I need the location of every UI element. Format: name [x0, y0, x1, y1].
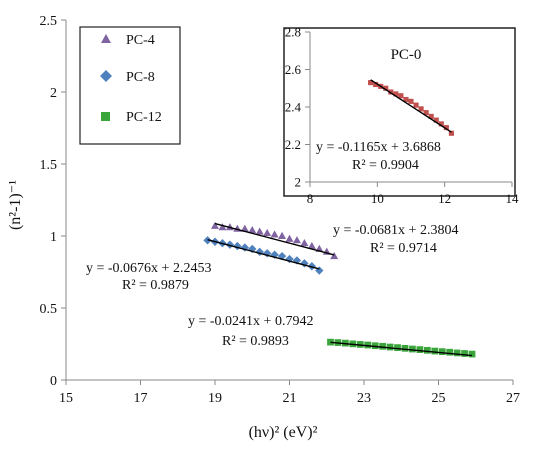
data-point-pc-0 — [368, 80, 374, 86]
data-point-pc-12 — [446, 348, 454, 356]
main-series — [203, 221, 476, 358]
data-point-pc-4 — [285, 234, 294, 242]
main-y-tick-label: 0 — [50, 374, 57, 389]
data-point-pc-12 — [431, 347, 439, 355]
inset-x-tick-label: 14 — [506, 191, 520, 206]
data-point-pc-4 — [278, 231, 287, 239]
fit-equation-pc-4: y = -0.0681x + 2.3804 — [333, 223, 458, 238]
inset-chart: 8 10 12 14 2 2.2 2.4 2.6 2.8 PC-0 y = -0.1165x +… — [283, 25, 519, 206]
data-point-pc-0 — [403, 96, 409, 103]
main-x-tick-label: 15 — [59, 391, 73, 406]
inset-y-tick-label: 2.6 — [285, 62, 302, 77]
data-point-pc-12 — [409, 345, 416, 353]
legend-marker-pc-8 — [100, 70, 112, 82]
data-point-pc-0 — [423, 110, 429, 116]
main-x-axis-label: (hν)² (eV)² — [249, 424, 318, 441]
trendline-pc-0 — [370, 79, 452, 133]
data-point-pc-0 — [433, 117, 439, 123]
main-x-tick-label: 25 — [432, 391, 446, 406]
trendline-pc-12 — [330, 341, 473, 357]
main-x-tick-label: 23 — [357, 391, 371, 406]
legend: PC-4 PC-8 PC-12 — [79, 26, 181, 145]
data-point-pc-4 — [300, 239, 309, 247]
data-point-pc-12 — [364, 341, 372, 349]
inset-x-tick-label: 10 — [371, 191, 384, 206]
data-point-pc-4 — [248, 226, 257, 234]
main-x-tick-label: 21 — [283, 391, 297, 406]
data-point-pc-0 — [383, 85, 389, 91]
data-point-pc-12 — [461, 350, 468, 357]
data-point-pc-0 — [408, 98, 414, 104]
trendline-pc-4 — [214, 222, 335, 256]
main-x-tick-label: 19 — [208, 391, 222, 406]
data-point-pc-4 — [292, 236, 301, 244]
data-point-pc-0 — [373, 81, 379, 88]
data-point-pc-12 — [394, 344, 401, 351]
data-point-pc-12 — [423, 346, 431, 354]
data-point-pc-12 — [453, 349, 461, 357]
main-y-tick-label: 2 — [50, 86, 57, 101]
inset-x-tick-label: 8 — [307, 191, 314, 206]
fit-r2-pc-8: R² = 0.9879 — [122, 278, 189, 293]
data-point-pc-0 — [398, 93, 404, 99]
inset-y-tick-label: 2.4 — [285, 100, 302, 115]
legend-label-pc-12: PC-12 — [126, 110, 162, 125]
inset-y-tick-label: 2.8 — [285, 25, 301, 40]
data-point-pc-0 — [418, 106, 424, 112]
inset-frame — [283, 27, 516, 197]
data-point-pc-4 — [218, 223, 227, 231]
inset-y-tick-label: 2 — [295, 175, 302, 190]
main-x-tick-label: 27 — [506, 391, 520, 406]
data-point-pc-0 — [443, 125, 449, 131]
legend-label-pc-4: PC-4 — [126, 33, 155, 48]
data-point-pc-12 — [371, 342, 379, 350]
data-point-pc-0 — [393, 91, 399, 97]
main-y-tick-label: 1 — [50, 230, 57, 245]
trendline-pc-8 — [207, 239, 320, 270]
legend-marker-pc-12 — [101, 112, 110, 121]
main-x-tick-label: 17 — [134, 391, 148, 406]
main-y-tick-label: 0.5 — [40, 302, 58, 317]
data-point-pc-12 — [386, 343, 394, 351]
data-point-pc-4 — [270, 230, 279, 238]
inset-series — [368, 79, 454, 136]
inset-y-tick-label: 2.2 — [285, 137, 301, 152]
data-point-pc-0 — [448, 130, 454, 136]
main-y-tick-label: 1.5 — [40, 158, 58, 173]
fit-r2-pc-12: R² = 0.9893 — [222, 334, 289, 349]
data-point-pc-4 — [307, 241, 316, 250]
data-point-pc-12 — [468, 350, 476, 358]
fit-r2-pc-4: R² = 0.9714 — [370, 241, 437, 256]
data-point-pc-0 — [438, 121, 444, 127]
data-point-pc-0 — [388, 89, 394, 95]
legend-label-pc-8: PC-8 — [126, 70, 155, 85]
fit-equation-pc-0: y = -0.1165x + 3.6868 — [316, 140, 441, 155]
data-point-pc-12 — [379, 342, 386, 350]
main-y-tick-label: 2.5 — [40, 14, 58, 29]
data-point-pc-4 — [211, 221, 219, 229]
data-point-pc-4 — [240, 224, 249, 232]
legend-marker-pc-4 — [101, 34, 111, 43]
data-point-pc-12 — [401, 344, 409, 352]
data-point-pc-0 — [428, 113, 434, 119]
main-ticks: 15 17 19 21 23 25 27 0 0.5 1 1.5 2 2.5 — [40, 14, 521, 406]
fit-r2-pc-0: R² = 0.9904 — [352, 158, 419, 173]
main-y-axis-label: (n²-1)⁻¹ — [7, 180, 24, 230]
inset-ticks: 8 10 12 14 2 2.2 2.4 2.6 2.8 — [285, 25, 519, 206]
inset-title: PC-0 — [391, 47, 422, 63]
data-point-pc-12 — [416, 346, 424, 353]
data-point-pc-12 — [438, 348, 446, 355]
data-point-pc-0 — [413, 102, 419, 108]
data-point-pc-4 — [263, 228, 272, 237]
inset-x-tick-label: 12 — [438, 191, 451, 206]
data-point-pc-12 — [327, 338, 334, 346]
data-point-pc-4 — [255, 227, 264, 235]
fit-equation-pc-12: y = -0.0241x + 0.7942 — [188, 314, 313, 329]
legend-box — [79, 26, 181, 145]
fit-equation-pc-8: y = -0.0676x + 2.2453 — [86, 261, 211, 276]
data-point-pc-4 — [330, 251, 339, 260]
